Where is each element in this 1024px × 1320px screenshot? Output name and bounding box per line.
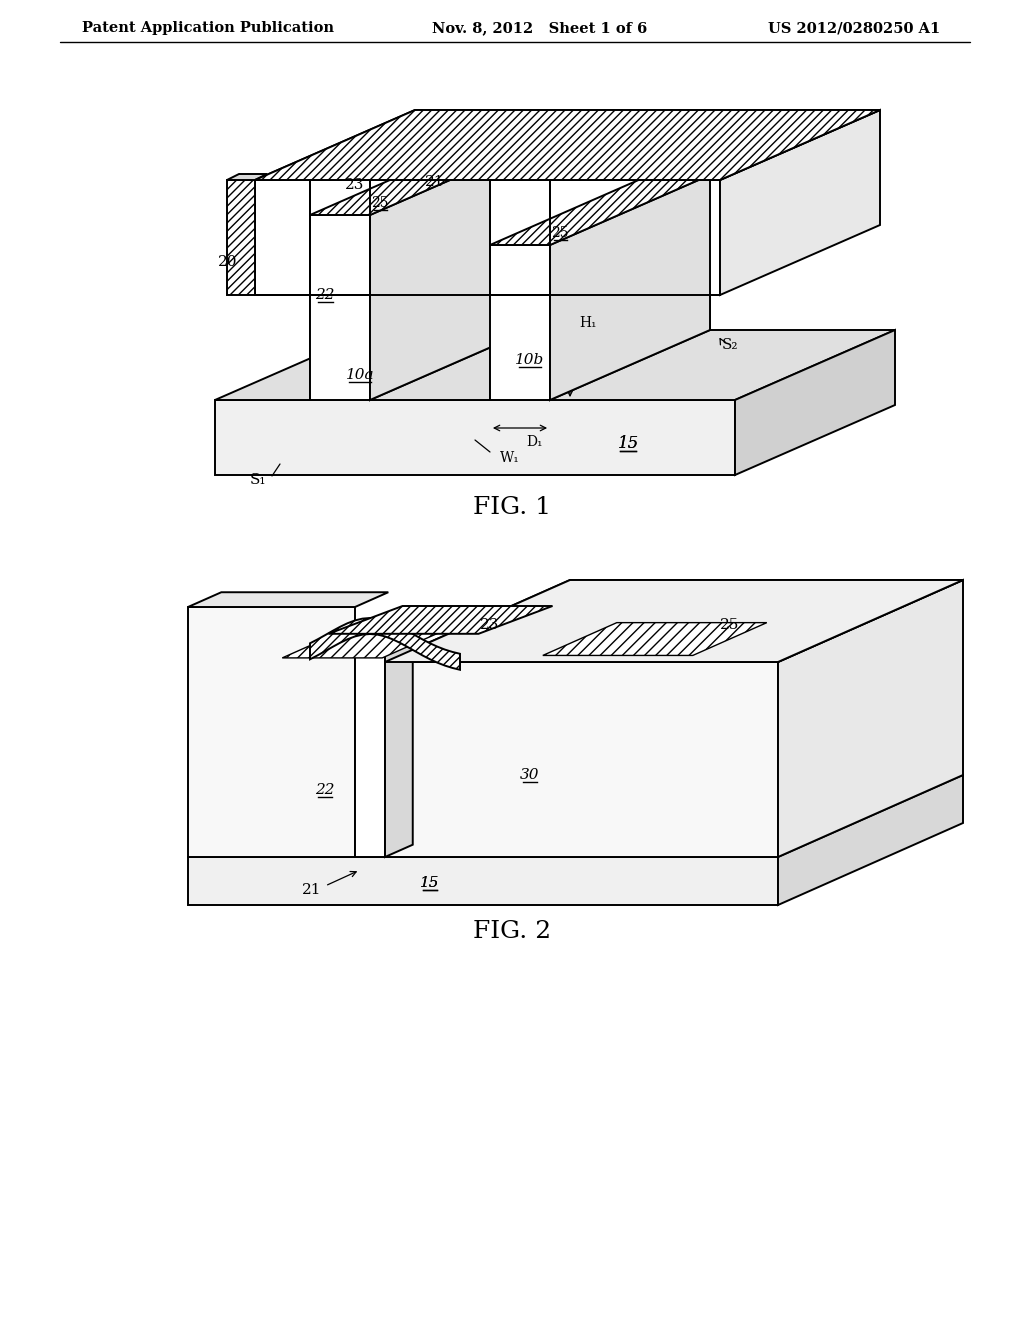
Polygon shape — [778, 775, 963, 906]
Polygon shape — [355, 630, 413, 642]
Text: 30: 30 — [520, 768, 540, 781]
Polygon shape — [550, 180, 720, 294]
Text: 22: 22 — [315, 288, 335, 302]
Text: FIG. 2: FIG. 2 — [473, 920, 551, 944]
Polygon shape — [550, 176, 710, 400]
Text: 25: 25 — [551, 226, 568, 240]
Polygon shape — [310, 180, 370, 215]
Text: D₁: D₁ — [526, 436, 544, 449]
Polygon shape — [370, 180, 490, 294]
Text: US 2012/0280250 A1: US 2012/0280250 A1 — [768, 21, 940, 36]
Polygon shape — [283, 626, 457, 657]
Text: 25: 25 — [720, 618, 739, 632]
Polygon shape — [543, 623, 767, 656]
Text: 22: 22 — [315, 783, 335, 797]
Text: 15: 15 — [617, 436, 639, 453]
Polygon shape — [310, 294, 370, 400]
Polygon shape — [370, 145, 530, 400]
Text: S₂: S₂ — [722, 338, 738, 352]
Polygon shape — [188, 857, 778, 906]
Text: 15: 15 — [617, 436, 639, 453]
Polygon shape — [310, 145, 530, 215]
Text: Nov. 8, 2012   Sheet 1 of 6: Nov. 8, 2012 Sheet 1 of 6 — [432, 21, 647, 36]
Polygon shape — [550, 176, 710, 400]
Text: FIG. 1: FIG. 1 — [473, 496, 551, 520]
Polygon shape — [355, 642, 385, 857]
Text: 21: 21 — [425, 176, 444, 189]
Text: 23: 23 — [480, 618, 500, 632]
Polygon shape — [188, 775, 963, 857]
Polygon shape — [385, 579, 963, 663]
Polygon shape — [255, 110, 880, 180]
Polygon shape — [310, 215, 370, 400]
Polygon shape — [385, 663, 778, 857]
Polygon shape — [215, 330, 895, 400]
Polygon shape — [188, 607, 355, 857]
Polygon shape — [227, 174, 267, 180]
Polygon shape — [310, 618, 460, 669]
Polygon shape — [227, 180, 255, 294]
Polygon shape — [188, 593, 388, 607]
Polygon shape — [490, 176, 710, 246]
Polygon shape — [255, 110, 880, 180]
Polygon shape — [735, 330, 895, 475]
Polygon shape — [310, 180, 370, 294]
Text: 10a: 10a — [346, 368, 375, 381]
Polygon shape — [370, 145, 530, 400]
Text: 20: 20 — [218, 255, 238, 269]
Polygon shape — [720, 110, 880, 294]
Polygon shape — [385, 579, 963, 663]
Text: 21: 21 — [302, 883, 322, 898]
Text: W₁: W₁ — [500, 451, 520, 465]
Polygon shape — [310, 145, 530, 215]
Text: 15: 15 — [420, 876, 439, 890]
Text: H₁: H₁ — [580, 315, 597, 330]
Text: 25: 25 — [372, 195, 389, 210]
Polygon shape — [490, 180, 550, 294]
Polygon shape — [490, 246, 550, 400]
Polygon shape — [255, 180, 310, 294]
Polygon shape — [490, 180, 550, 246]
Polygon shape — [490, 176, 710, 246]
Text: Patent Application Publication: Patent Application Publication — [82, 21, 334, 36]
Polygon shape — [329, 606, 553, 634]
Polygon shape — [490, 294, 550, 400]
Polygon shape — [778, 579, 963, 857]
Text: 10b: 10b — [515, 352, 545, 367]
Text: 23: 23 — [345, 178, 365, 191]
Polygon shape — [215, 400, 735, 475]
Text: 15: 15 — [420, 876, 439, 890]
Text: S₁: S₁ — [250, 473, 266, 487]
Polygon shape — [385, 630, 413, 857]
